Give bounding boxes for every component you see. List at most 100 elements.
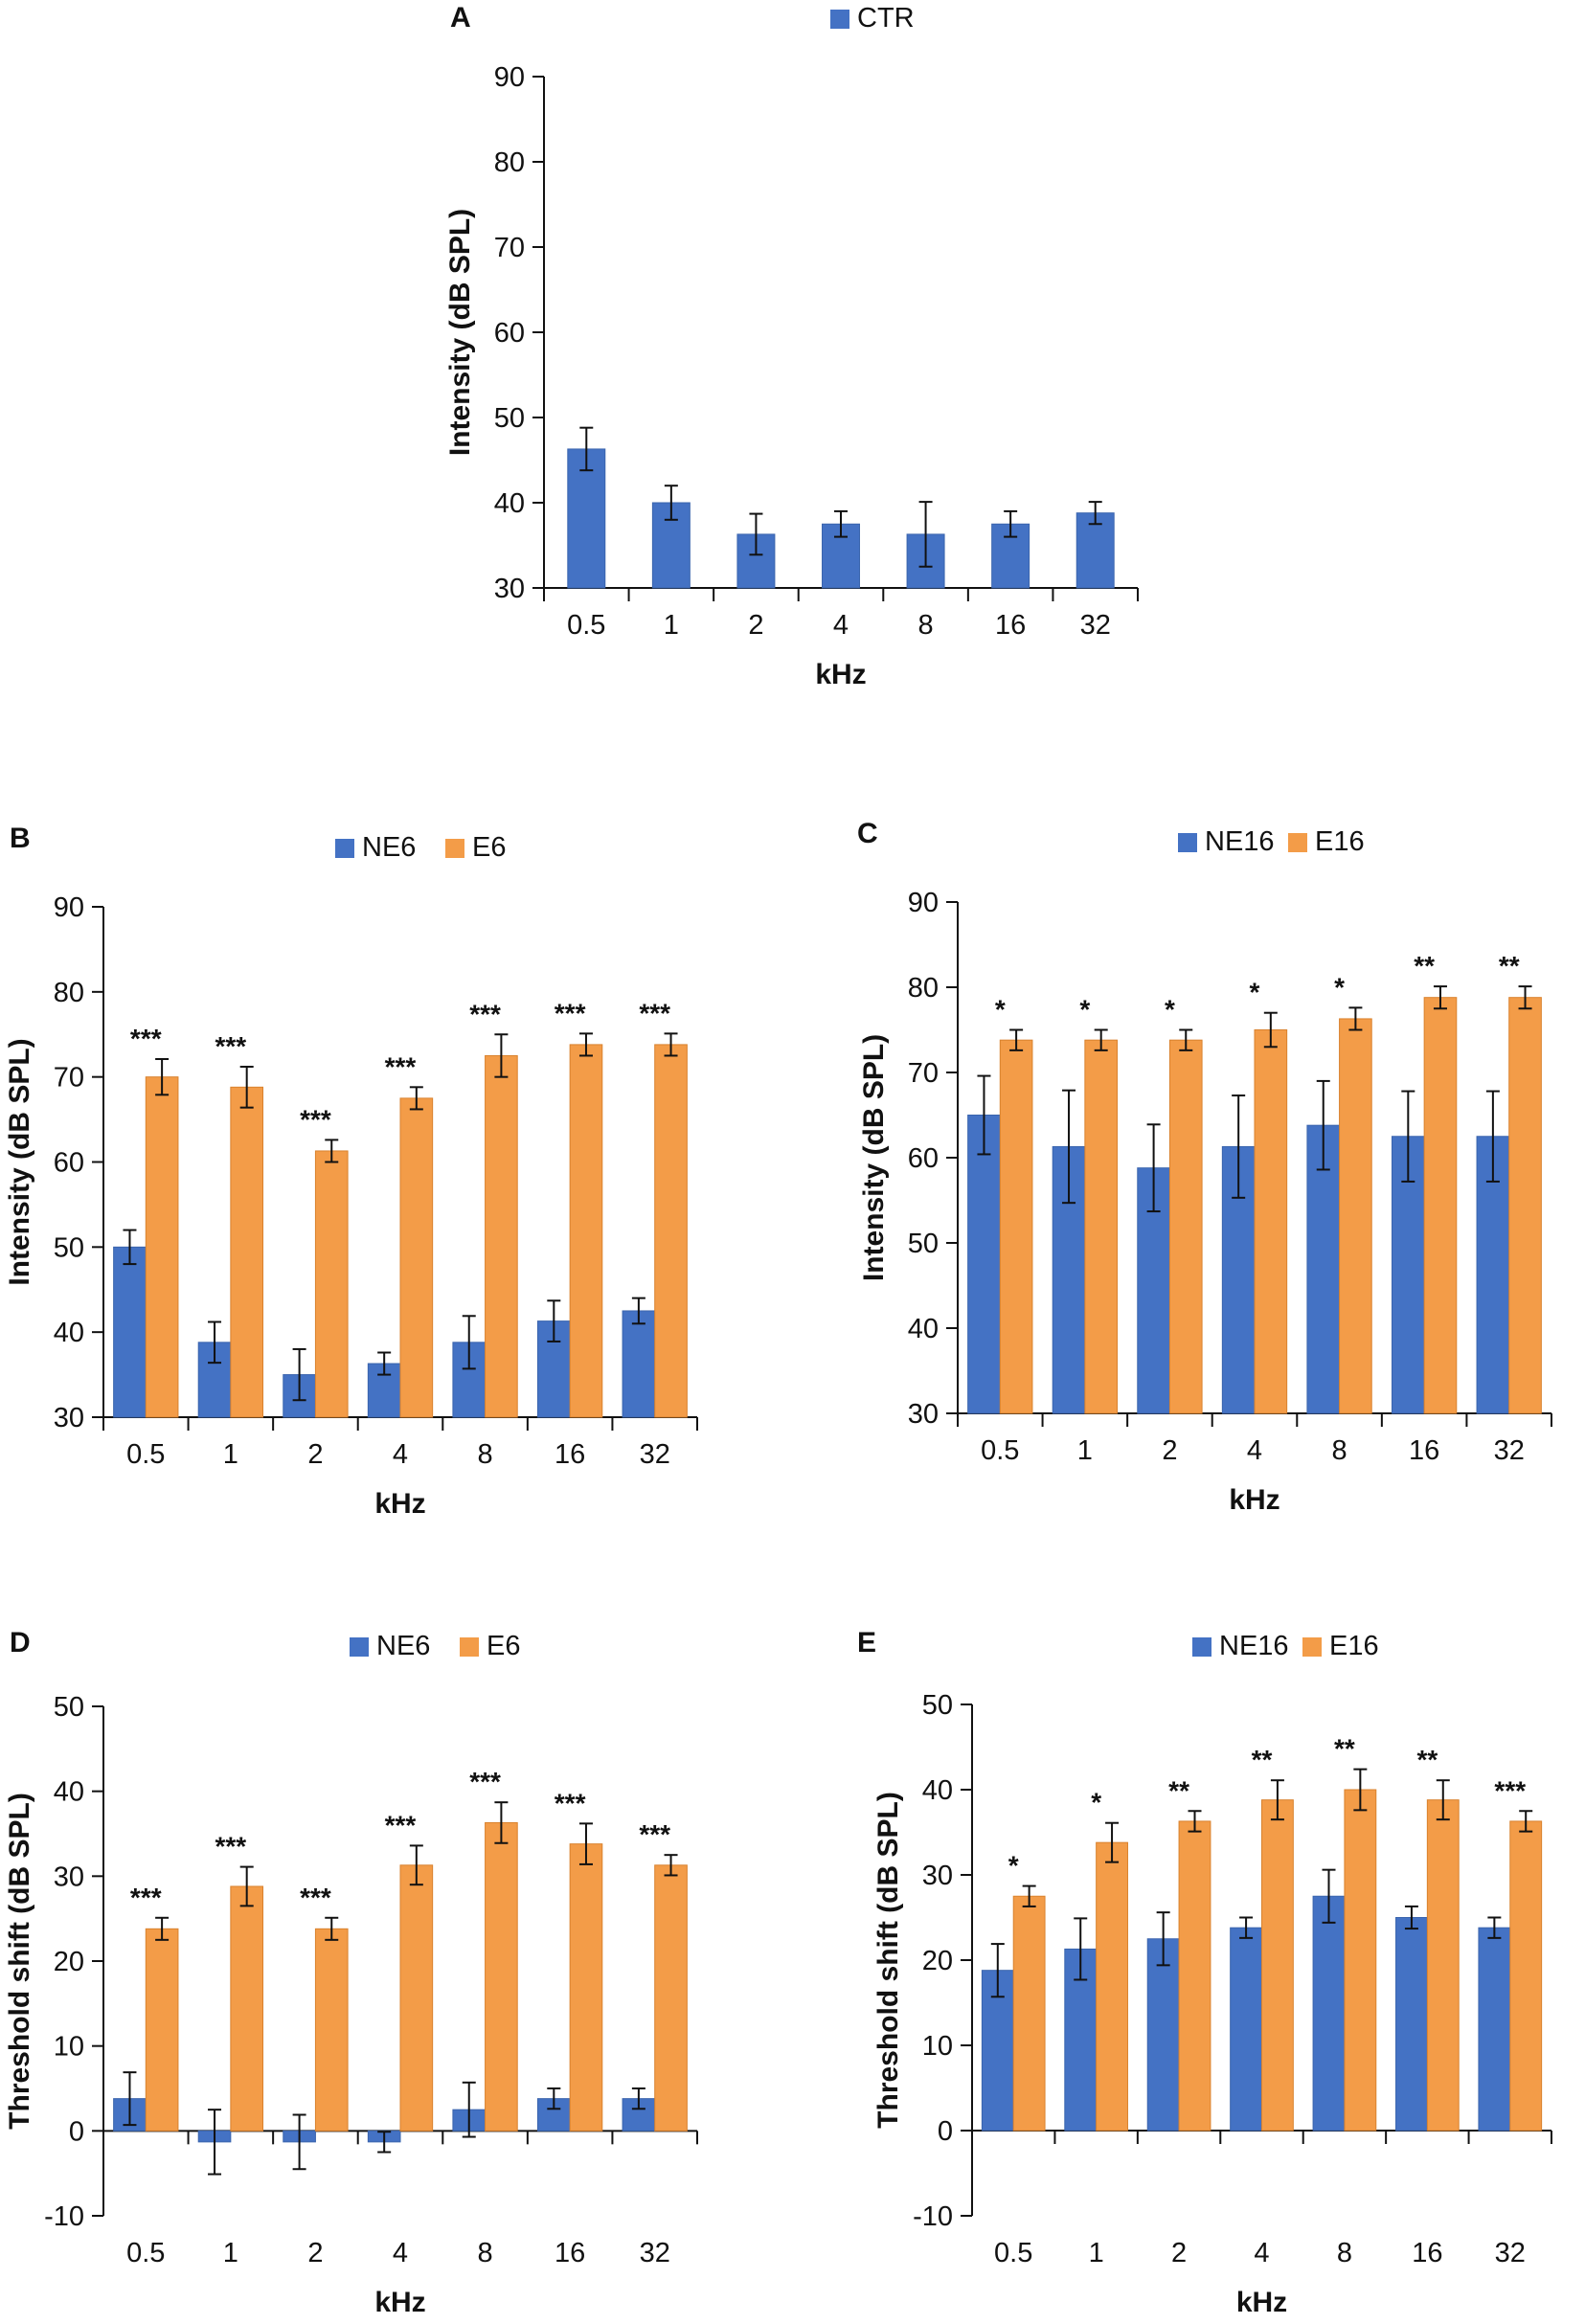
y-tick-label: 40 bbox=[908, 1314, 939, 1344]
legend-swatch-ne16 bbox=[1178, 833, 1197, 852]
error-bar-ne16 bbox=[1146, 1123, 1161, 1213]
panel-label-c: C bbox=[857, 818, 878, 849]
x-tick-label: 16 bbox=[995, 610, 1026, 641]
error-bar-e16 bbox=[1022, 1884, 1036, 1907]
chart-panel-a: A CTR 30 40 50 60 70 80 90 0.5 1 2 4 8 16 32 kHz Intensit… bbox=[444, 2, 1139, 690]
error-bar-e16 bbox=[1519, 1810, 1533, 1833]
bar-e6 bbox=[485, 1054, 518, 1418]
x-tick-label: 4 bbox=[1254, 2238, 1269, 2268]
x-tick-label: 1 bbox=[1089, 2238, 1104, 2268]
significance-marker: * bbox=[1165, 995, 1175, 1025]
panel-label-d: D bbox=[10, 1627, 31, 1658]
significance-marker: * bbox=[1250, 978, 1260, 1007]
bar-e6 bbox=[314, 1150, 349, 1418]
error-bar-e16 bbox=[1270, 1779, 1284, 1821]
legend: NE16 E16 bbox=[1192, 1631, 1379, 1661]
significance-marker: * bbox=[1008, 1851, 1019, 1881]
error-bar-ne16 bbox=[1401, 1090, 1415, 1183]
bar-ne16 bbox=[1395, 1917, 1428, 2132]
error-bar-e6 bbox=[578, 1822, 593, 1865]
panel-label-e: E bbox=[857, 1627, 876, 1658]
x-tick-label: 0.5 bbox=[994, 2238, 1032, 2268]
x-axis-title: kHz bbox=[1236, 2287, 1287, 2318]
legend-swatch-ne6 bbox=[335, 839, 354, 858]
error-bar-ne6 bbox=[292, 2113, 306, 2171]
x-tick-label: 32 bbox=[1494, 1435, 1525, 1466]
error-bar-e16 bbox=[1436, 1779, 1450, 1821]
panel-label-a: A bbox=[450, 2, 471, 34]
chart-panel-d: D NE6 E6 -10 0 10 20 30 40 50 0.5 1 2 4 8 16 32 kHz Thresh… bbox=[4, 1627, 698, 2318]
error-bar-e6 bbox=[409, 1086, 423, 1111]
legend: NE16 E16 bbox=[1178, 826, 1365, 857]
y-tick-label: 40 bbox=[54, 1777, 84, 1808]
significance-marker: ** bbox=[1499, 951, 1520, 981]
bar-ne16 bbox=[1476, 1136, 1510, 1414]
legend-label-ne16: NE16 bbox=[1219, 1631, 1289, 1661]
y-tick-label: 10 bbox=[54, 2032, 84, 2063]
legend-swatch-e16 bbox=[1288, 833, 1307, 852]
legend-swatch-ctr bbox=[830, 10, 849, 29]
bar-ne6 bbox=[113, 1246, 147, 1418]
error-bar-ne16 bbox=[1156, 1911, 1170, 1967]
significance-marker: *** bbox=[385, 1051, 417, 1081]
error-bar-ne6 bbox=[631, 2087, 645, 2110]
legend-label-ctr: CTR bbox=[857, 3, 915, 34]
significance-marker: ** bbox=[1416, 1745, 1438, 1774]
x-tick-label: 4 bbox=[1247, 1435, 1262, 1466]
bar-e16 bbox=[1509, 1820, 1543, 2132]
x-tick-label: 4 bbox=[393, 1439, 408, 1470]
error-bar-ne6 bbox=[547, 1299, 561, 1343]
significance-marker: *** bbox=[639, 998, 670, 1027]
legend-swatch-ne6 bbox=[350, 1637, 369, 1657]
error-bar-e6 bbox=[325, 1139, 339, 1163]
error-bar-e16 bbox=[1518, 985, 1532, 1010]
bar-ne16 bbox=[1146, 1938, 1180, 2132]
x-tick-label: 32 bbox=[1495, 2238, 1526, 2268]
significance-marker: *** bbox=[555, 998, 586, 1027]
error-bar-ne16 bbox=[1239, 1916, 1254, 1939]
error-bar-e16 bbox=[1105, 1821, 1120, 1863]
x-axis-title: kHz bbox=[374, 1488, 425, 1520]
bar-ne16 bbox=[1312, 1895, 1346, 2132]
error-bar-e6 bbox=[494, 1033, 509, 1078]
y-tick-label: 50 bbox=[922, 1690, 953, 1721]
x-tick-label: 4 bbox=[393, 2238, 408, 2268]
bar-e16 bbox=[1178, 1820, 1211, 2132]
error-bar-e16 bbox=[1353, 1768, 1368, 1812]
bar-e16 bbox=[1339, 1018, 1372, 1414]
y-tick-label: 70 bbox=[494, 233, 525, 263]
y-tick-label: 40 bbox=[54, 1318, 84, 1348]
error-bar-e6 bbox=[155, 1058, 170, 1096]
error-bar-e6 bbox=[664, 1032, 678, 1057]
y-tick-label: 20 bbox=[54, 1947, 84, 1977]
significance-marker: *** bbox=[469, 1767, 501, 1796]
error-bar-ne6 bbox=[462, 2081, 476, 2138]
x-tick-label: 2 bbox=[1162, 1435, 1177, 1466]
x-tick-label: 0.5 bbox=[126, 2238, 165, 2268]
error-bar-ne6 bbox=[123, 1229, 137, 1266]
significance-marker: *** bbox=[300, 1104, 331, 1134]
bar-e16 bbox=[1254, 1029, 1288, 1414]
chart-panel-e: E NE16 E16 -10 0 10 20 30 40 50 0.5 1 2 4 8 16 32 kHz Thre… bbox=[857, 1627, 1552, 2318]
significance-marker: * bbox=[1334, 972, 1345, 1002]
error-bar-ne16 bbox=[1062, 1089, 1076, 1205]
bar-e6 bbox=[145, 1076, 179, 1418]
x-tick-label: 8 bbox=[478, 2238, 493, 2268]
error-bar-ne6 bbox=[462, 1315, 476, 1370]
x-tick-label: 32 bbox=[1080, 610, 1111, 641]
bar-e6 bbox=[654, 1044, 688, 1418]
error-bar-ne6 bbox=[377, 2131, 392, 2154]
chart-panel-c: C NE16 E16 30 40 50 60 70 80 90 0.5 1 2 4 8 16 32 kHz Inte… bbox=[857, 818, 1552, 1516]
y-tick-label: 90 bbox=[54, 892, 84, 923]
bar-e16 bbox=[1508, 997, 1542, 1414]
y-tick-label: 60 bbox=[908, 1143, 939, 1174]
bar-ne6 bbox=[622, 1310, 656, 1418]
x-tick-label: 16 bbox=[555, 1439, 585, 1470]
chart-panel-b: B NE6 E6 30 40 50 60 70 80 90 0.5 1 2 4 8 16 32 kHz Intens… bbox=[4, 823, 698, 1520]
x-axis-title: kHz bbox=[374, 2287, 425, 2318]
legend-label-e6: E6 bbox=[487, 1631, 520, 1661]
error-bar-e6 bbox=[494, 1801, 509, 1844]
y-tick-label: 80 bbox=[54, 978, 84, 1008]
error-bar-ctr bbox=[664, 485, 678, 521]
bar-ne6 bbox=[536, 2098, 571, 2132]
